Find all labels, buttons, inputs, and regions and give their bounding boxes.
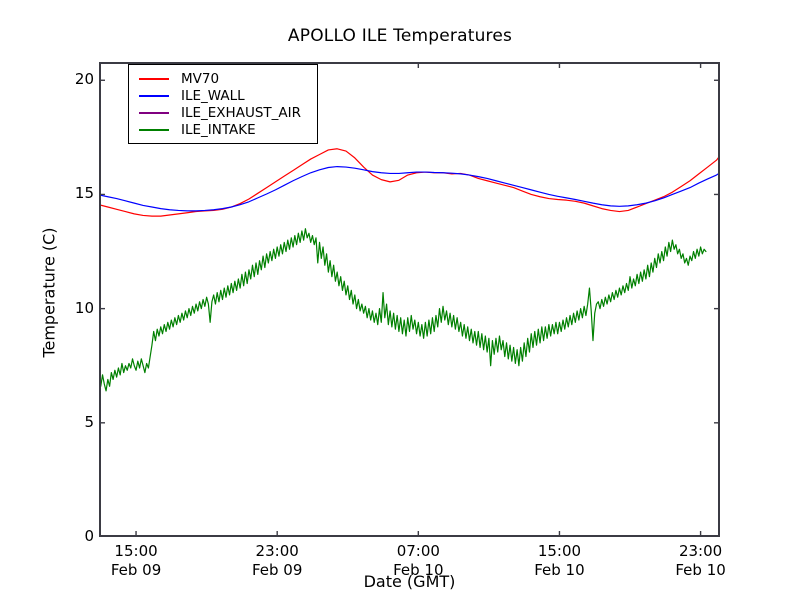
y-tick-label: 15	[74, 184, 94, 203]
legend-label: MV70	[181, 70, 220, 87]
legend-label: ILE_EXHAUST_AIR	[181, 104, 301, 121]
y-tick-label: 5	[84, 412, 94, 431]
x-tick-date: Feb 10	[393, 561, 444, 579]
y-tick-label: 0	[84, 527, 94, 545]
legend-color-swatch	[139, 111, 169, 114]
legend-label: ILE_INTAKE	[181, 121, 256, 138]
x-axis-label: Date (GMT)	[363, 572, 456, 591]
x-tick-time: 23:00	[678, 542, 723, 560]
legend-item-ile_exhaust_air[interactable]: ILE_EXHAUST_AIR	[135, 104, 311, 121]
legend-color-swatch	[139, 77, 169, 80]
x-tick-time: 07:00	[396, 542, 440, 560]
x-tick-time: 15:00	[114, 542, 158, 560]
data-series-group	[99, 148, 720, 392]
page-title: APOLLO ILE Temperatures	[287, 26, 513, 46]
axis-frame	[99, 62, 720, 537]
plot-area	[99, 62, 720, 537]
legend-color-swatch	[139, 128, 169, 131]
y-tick-label: 20	[74, 70, 94, 89]
x-tick-label: 07:00 Feb 10	[348, 542, 488, 580]
x-tick-time: 15:00	[537, 542, 582, 560]
x-tick-date: Feb 10	[534, 561, 585, 579]
legend-label: ILE_WALL	[181, 87, 245, 104]
series-line-ile_wall	[99, 165, 720, 212]
x-tick-time: 23:00	[255, 542, 299, 560]
y-axis-label: Temperature (C)	[39, 227, 59, 358]
legend-item-mv70[interactable]: MV70	[135, 70, 311, 87]
x-tick-date: Feb 10	[675, 561, 726, 579]
legend-item-ile_wall[interactable]: ILE_WALL	[135, 87, 311, 104]
x-tick-label: 15:00 Feb 09	[66, 542, 206, 580]
legend-color-swatch	[139, 94, 169, 97]
legend-item-ile_intake[interactable]: ILE_INTAKE	[135, 121, 311, 138]
series-line-ile_intake	[99, 228, 707, 392]
x-tick-date: Feb 09	[251, 561, 303, 579]
x-tick-label: 23:00 Feb 09	[207, 542, 347, 580]
x-tick-label: 15:00 Feb 10	[489, 542, 629, 580]
x-tick-label: 23:00 Feb 10	[631, 542, 771, 580]
plot-canvas	[99, 62, 720, 537]
chart-legend: MV70 ILE_WALL ILE_EXHAUST_AIR ILE_INTAKE	[128, 64, 318, 144]
y-tick-label: 10	[74, 298, 94, 317]
x-tick-date: Feb 09	[110, 561, 162, 579]
